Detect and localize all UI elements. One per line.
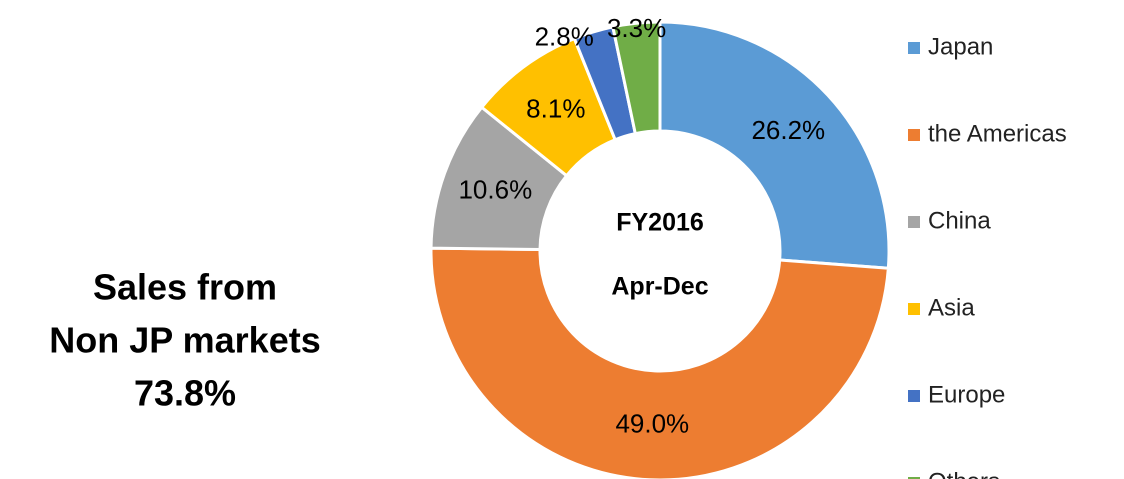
- legend-label: Others: [928, 468, 1000, 479]
- legend-swatch: [908, 303, 920, 315]
- legend-label: China: [928, 207, 991, 234]
- data-label: 3.3%: [607, 13, 666, 43]
- legend-label: the Americas: [928, 120, 1067, 147]
- annotation: Sales from: [93, 267, 277, 308]
- legend-swatch: [908, 129, 920, 141]
- donut-slice: [611, 20, 662, 136]
- legend-label: Asia: [928, 294, 975, 321]
- legend-swatch: [908, 216, 920, 228]
- data-label: 8.1%: [526, 93, 585, 123]
- center-text: FY2016: [616, 209, 704, 237]
- legend-swatch: [908, 477, 920, 479]
- data-label: 10.6%: [458, 175, 532, 205]
- annotation: Non JP markets: [49, 320, 320, 361]
- data-label: 49.0%: [615, 409, 689, 439]
- legend-label: Japan: [928, 33, 993, 60]
- donut-slice: [658, 20, 891, 270]
- data-label: 2.8%: [535, 22, 594, 52]
- center-text: Apr-Dec: [611, 273, 708, 301]
- legend-swatch: [908, 42, 920, 54]
- donut-slice: [429, 246, 890, 479]
- legend-label: Europe: [928, 381, 1005, 408]
- data-label: 26.2%: [751, 115, 825, 145]
- annotation: 73.8%: [134, 373, 236, 414]
- legend-swatch: [908, 390, 920, 402]
